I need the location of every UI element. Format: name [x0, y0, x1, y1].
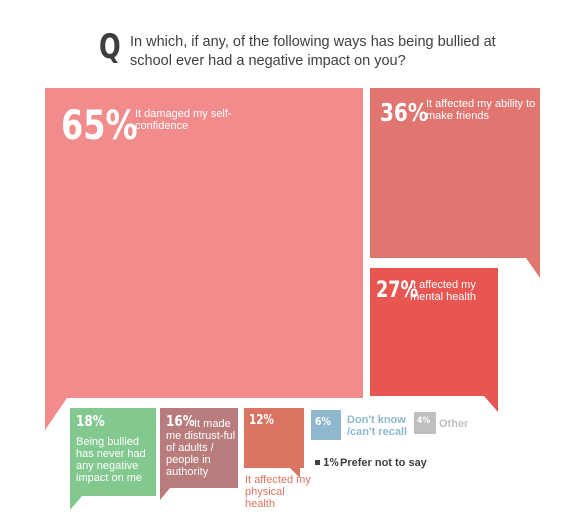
label-make-friends: It affected my ability to make friends [426, 98, 536, 122]
label-mental-health: It affected my mental health [410, 279, 477, 303]
value-physical-health: 12% [249, 413, 274, 428]
tail-make-friends [526, 258, 540, 278]
bubble-dont-know: 6% [311, 410, 341, 440]
question-mark: Q [99, 27, 121, 67]
bubble-never-negative: 18% Being bullied has never had any nega… [70, 408, 156, 496]
label-distrustful: It made me distrust-ful of adults / peop… [166, 418, 236, 478]
tail-never-negative [70, 496, 82, 510]
label-other: Other [439, 418, 469, 430]
bubble-distrustful: 16% It made me distrust-ful of adults / … [160, 408, 238, 488]
bubble-prefer-not [315, 460, 320, 465]
label-physical-health: It affected my physical health [245, 474, 311, 510]
value-self-confidence: 65% [61, 103, 138, 149]
value-mental-health: 27% [376, 278, 419, 303]
label-prefer-not: Prefer not to say [340, 457, 427, 469]
label-dont-know: Don't know /can't recall [347, 414, 408, 438]
value-make-friends: 36% [380, 98, 428, 127]
label-self-confidence: It damaged my self-confidence [135, 108, 232, 132]
bubble-physical-health: 12% [244, 408, 304, 468]
tail-mental-health [484, 396, 498, 412]
value-prefer-not: 1% [323, 456, 339, 469]
tail-self-confidence [45, 398, 67, 430]
tail-physical-health [290, 468, 300, 478]
question-text: In which, if any, of the following ways … [130, 34, 496, 69]
bubble-self-confidence: 65% It damaged my self-confidence [45, 88, 363, 398]
label-never-negative: Being bullied has never had any negative… [76, 436, 146, 484]
bubble-mental-health: 27% It affected my mental health [370, 268, 498, 396]
value-distrustful: 16% [166, 412, 195, 430]
bubble-other: 4% [414, 412, 436, 434]
tail-distrustful [160, 488, 170, 500]
bubble-make-friends: 36% It affected my ability to make frien… [370, 88, 540, 258]
value-dont-know: 6% [315, 415, 331, 428]
value-other: 4% [417, 416, 430, 426]
value-never-negative: 18% [76, 412, 105, 430]
